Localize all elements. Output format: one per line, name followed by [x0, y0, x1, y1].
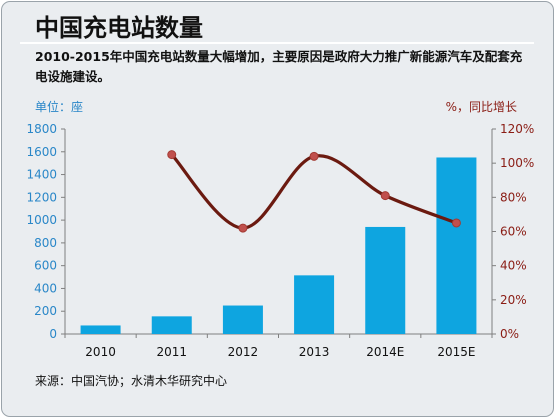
y-right-tick-label: 100% [500, 156, 534, 170]
y-left-tick-label: 0 [49, 327, 57, 341]
chart-description: 2010-2015年中国充电站数量大幅增加，主要原因是政府大力推广新能源汽车及配… [35, 49, 523, 84]
y-left-tick-label: 200 [34, 304, 57, 318]
growth-point [238, 223, 248, 233]
bar [436, 157, 477, 334]
y-left-tick-label: 800 [34, 236, 57, 250]
title-divider [20, 42, 534, 44]
bar [365, 226, 406, 334]
y-left-tick-label: 1000 [26, 213, 57, 227]
y-left-tick-label: 600 [34, 259, 57, 273]
right-axis-unit: %，同比增长 [445, 100, 517, 114]
growth-point [309, 151, 319, 161]
y-right-tick-label: 40% [500, 259, 527, 273]
x-tick-label: 2014E [366, 345, 404, 359]
bar [80, 325, 121, 334]
y-left-tick-label: 1800 [26, 122, 57, 136]
bar [294, 275, 335, 334]
x-tick-label: 2011 [156, 345, 187, 359]
y-right-tick-label: 0% [500, 327, 519, 341]
y-right-tick-label: 20% [500, 293, 527, 307]
x-tick-label: 2015E [437, 345, 475, 359]
growth-point [167, 150, 177, 160]
x-tick-label: 2013 [299, 345, 330, 359]
y-left-tick-label: 1400 [26, 168, 57, 182]
growth-line [170, 153, 459, 230]
y-left-tick-label: 1200 [26, 190, 57, 204]
y-right-tick-label: 80% [500, 190, 527, 204]
y-right-tick-label: 60% [500, 225, 527, 239]
source-note: 来源：中国汽协；水清木华研究中心 [35, 374, 228, 388]
y-left-tick-label: 400 [34, 281, 57, 295]
growth-point [380, 191, 390, 201]
bar [151, 316, 192, 334]
left-axis-unit: 单位：座 [35, 100, 84, 114]
x-tick-label: 2010 [85, 345, 116, 359]
page-title: 中国充电站数量 [35, 13, 203, 42]
growth-point [451, 218, 461, 228]
x-tick-label: 2012 [228, 345, 259, 359]
y-right-tick-label: 120% [500, 122, 534, 136]
bar [222, 305, 263, 334]
y-left-tick-label: 1600 [26, 145, 57, 159]
